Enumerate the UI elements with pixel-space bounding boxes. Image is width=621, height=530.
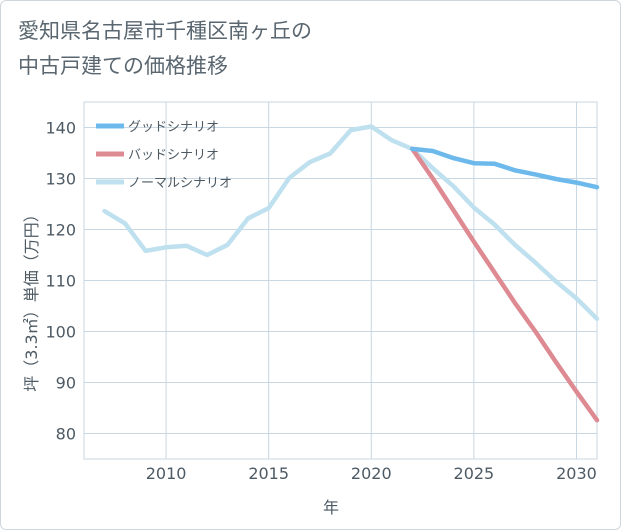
y-tick-label: 100	[45, 323, 76, 342]
x-tick-label: 2020	[351, 464, 392, 483]
x-axis-label: 年	[323, 498, 339, 517]
y-axis-label: 坪（3.3㎡）単価（万円）	[22, 206, 41, 391]
y-tick-label: 90	[56, 374, 76, 393]
grid-lines	[83, 101, 598, 460]
chart-title: 愛知県名古屋市千種区南ヶ丘の 中古戸建ての価格推移	[18, 14, 312, 84]
series-line-3	[102, 124, 600, 322]
tick-labels: 2010 2015 2020 2025 2030 80 90 100 110 120 130 140	[45, 119, 596, 484]
x-tick-label: 2025	[454, 464, 495, 483]
legend-label-3: ノーマルシナリオ	[128, 176, 232, 191]
y-tick-label: 140	[45, 119, 76, 138]
y-tick-label: 110	[45, 272, 76, 291]
series-line-1	[410, 146, 600, 190]
x-tick-label: 2015	[248, 464, 289, 483]
legend-label-1: グッドシナリオ	[128, 120, 219, 135]
chart-title-line-1: 愛知県名古屋市千種区南ヶ丘の	[18, 19, 312, 43]
series-layer	[102, 124, 600, 423]
y-tick-label: 130	[45, 170, 76, 189]
x-tick-label: 2010	[146, 464, 187, 483]
chart-title-line-2: 中古戸建ての価格推移	[18, 54, 228, 78]
x-tick-label: 2030	[556, 464, 597, 483]
legend-label-2: バッドシナリオ	[128, 148, 219, 163]
series-line-2	[410, 146, 600, 423]
y-tick-label: 80	[56, 425, 76, 444]
y-tick-label: 120	[45, 221, 76, 240]
